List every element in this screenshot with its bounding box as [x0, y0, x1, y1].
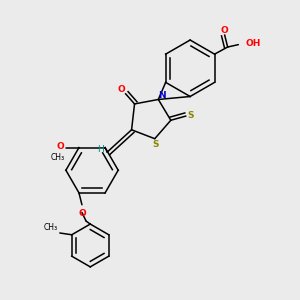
Text: O: O	[221, 26, 229, 35]
Text: CH₃: CH₃	[43, 223, 58, 232]
Text: OH: OH	[246, 39, 261, 48]
Text: H: H	[97, 145, 104, 154]
Text: S: S	[153, 140, 159, 149]
Text: O: O	[57, 142, 65, 151]
Text: N: N	[158, 92, 166, 100]
Text: O: O	[118, 85, 125, 94]
Text: O: O	[79, 209, 86, 218]
Text: CH₃: CH₃	[51, 153, 65, 162]
Text: S: S	[187, 111, 194, 120]
